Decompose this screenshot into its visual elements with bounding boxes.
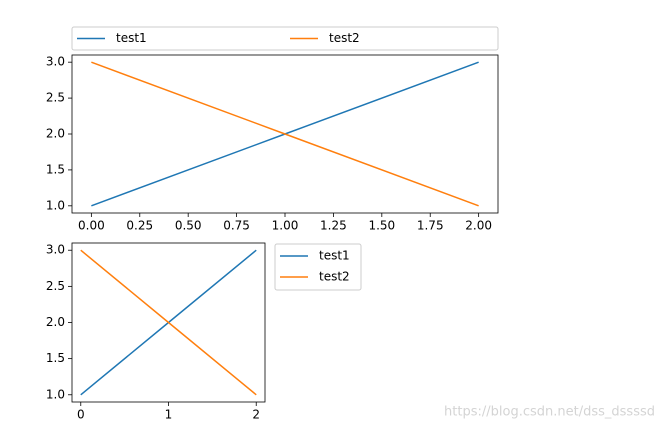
x-tick-label: 0.25 [126,219,153,233]
y-tick-label: 1.5 [46,162,65,176]
axes-frame [71,242,266,403]
y-tick-label: 3.0 [46,55,65,69]
y-tick-label: 2.0 [46,127,65,141]
x-tick-label: 1.50 [368,219,395,233]
x-tick-label: 0.75 [223,219,250,233]
x-tick-label: 1 [165,408,173,422]
y-tick-label: 2.5 [46,279,65,293]
legend-label: test2 [329,31,360,45]
legend-label: test1 [116,31,147,45]
x-tick-label: 0.00 [78,219,105,233]
y-tick-label: 2.0 [46,315,65,329]
y-tick-label: 2.5 [46,91,65,105]
x-tick-label: 1.25 [320,219,347,233]
x-tick-label: 2 [252,408,260,422]
line-series [80,249,257,396]
x-tick-label: 1.75 [417,219,444,233]
x-tick-label: 0 [77,408,85,422]
x-tick-label: 0.50 [175,219,202,233]
line-series [91,61,479,207]
y-tick-label: 1.5 [46,351,65,365]
legend-box [71,26,499,51]
legend-label: test1 [319,249,350,263]
y-tick-label: 1.0 [46,198,65,212]
y-tick-label: 3.0 [46,243,65,257]
x-tick-label: 2.00 [465,219,492,233]
x-tick-label: 1.00 [272,219,299,233]
watermark: https://blog.csdn.net/dss_dssssd [444,405,655,420]
axes-frame [71,54,499,214]
y-tick-label: 1.0 [46,387,65,401]
legend-label: test2 [319,270,350,284]
